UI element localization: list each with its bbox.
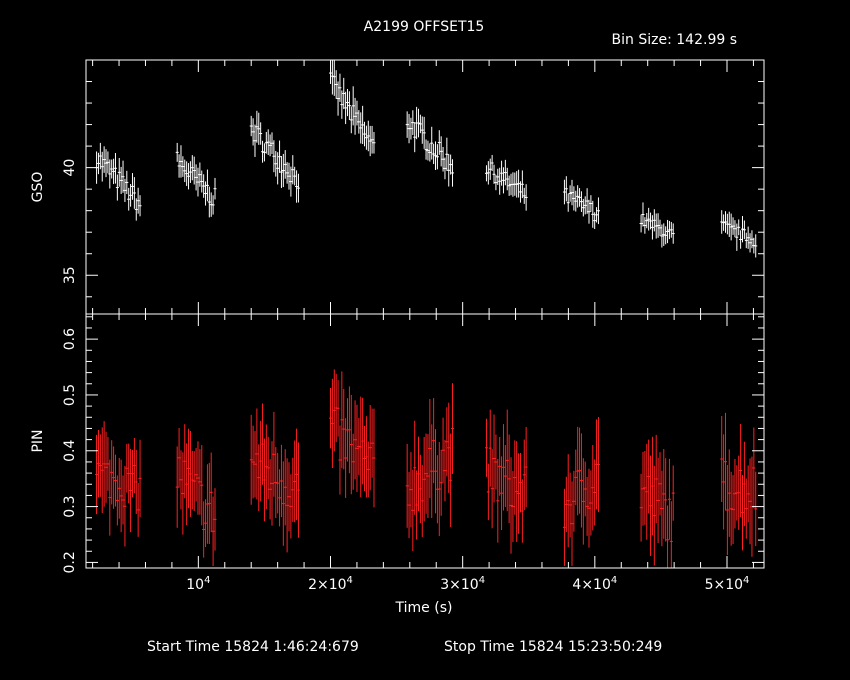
gso-panel-frame (85, 59, 765, 315)
x-axis-label: Time (s) (395, 600, 453, 616)
y-tick-label: 0.3 (62, 495, 78, 517)
y-tick-label: 0.4 (62, 440, 78, 462)
y-tick-label: 0.5 (62, 384, 78, 406)
x-tick-label: 3×104 (440, 575, 485, 593)
x-tick-label: 4×104 (572, 575, 617, 593)
pin-data-points (95, 369, 758, 568)
x-tick-label: 104 (186, 575, 210, 593)
axis-ticks (86, 59, 764, 568)
gso-axis-label: GSO (30, 172, 46, 203)
y-tick-label: 35 (62, 266, 78, 284)
x-tick-label: 5×104 (705, 575, 750, 593)
chart-title: A2199 OFFSET15 (364, 19, 485, 35)
stop-time-label: Stop Time 15824 15:23:50:249 (444, 639, 662, 655)
gso-data-points (95, 60, 758, 258)
pin-panel-frame (85, 313, 765, 569)
start-time-label: Start Time 15824 1:46:24:679 (147, 639, 359, 655)
bin-size-label: Bin Size: 142.99 s (612, 32, 737, 48)
x-tick-label: 2×104 (308, 575, 353, 593)
y-tick-label: 0.2 (62, 551, 78, 573)
y-tick-label: 0.6 (62, 328, 78, 350)
y-tick-label: 40 (62, 159, 78, 177)
pin-axis-label: PIN (30, 429, 46, 452)
tick-labels: 35 40 0.2 0.3 0.4 0.5 0.6 104 2×104 3×104 4×104 5×1… (62, 159, 749, 593)
